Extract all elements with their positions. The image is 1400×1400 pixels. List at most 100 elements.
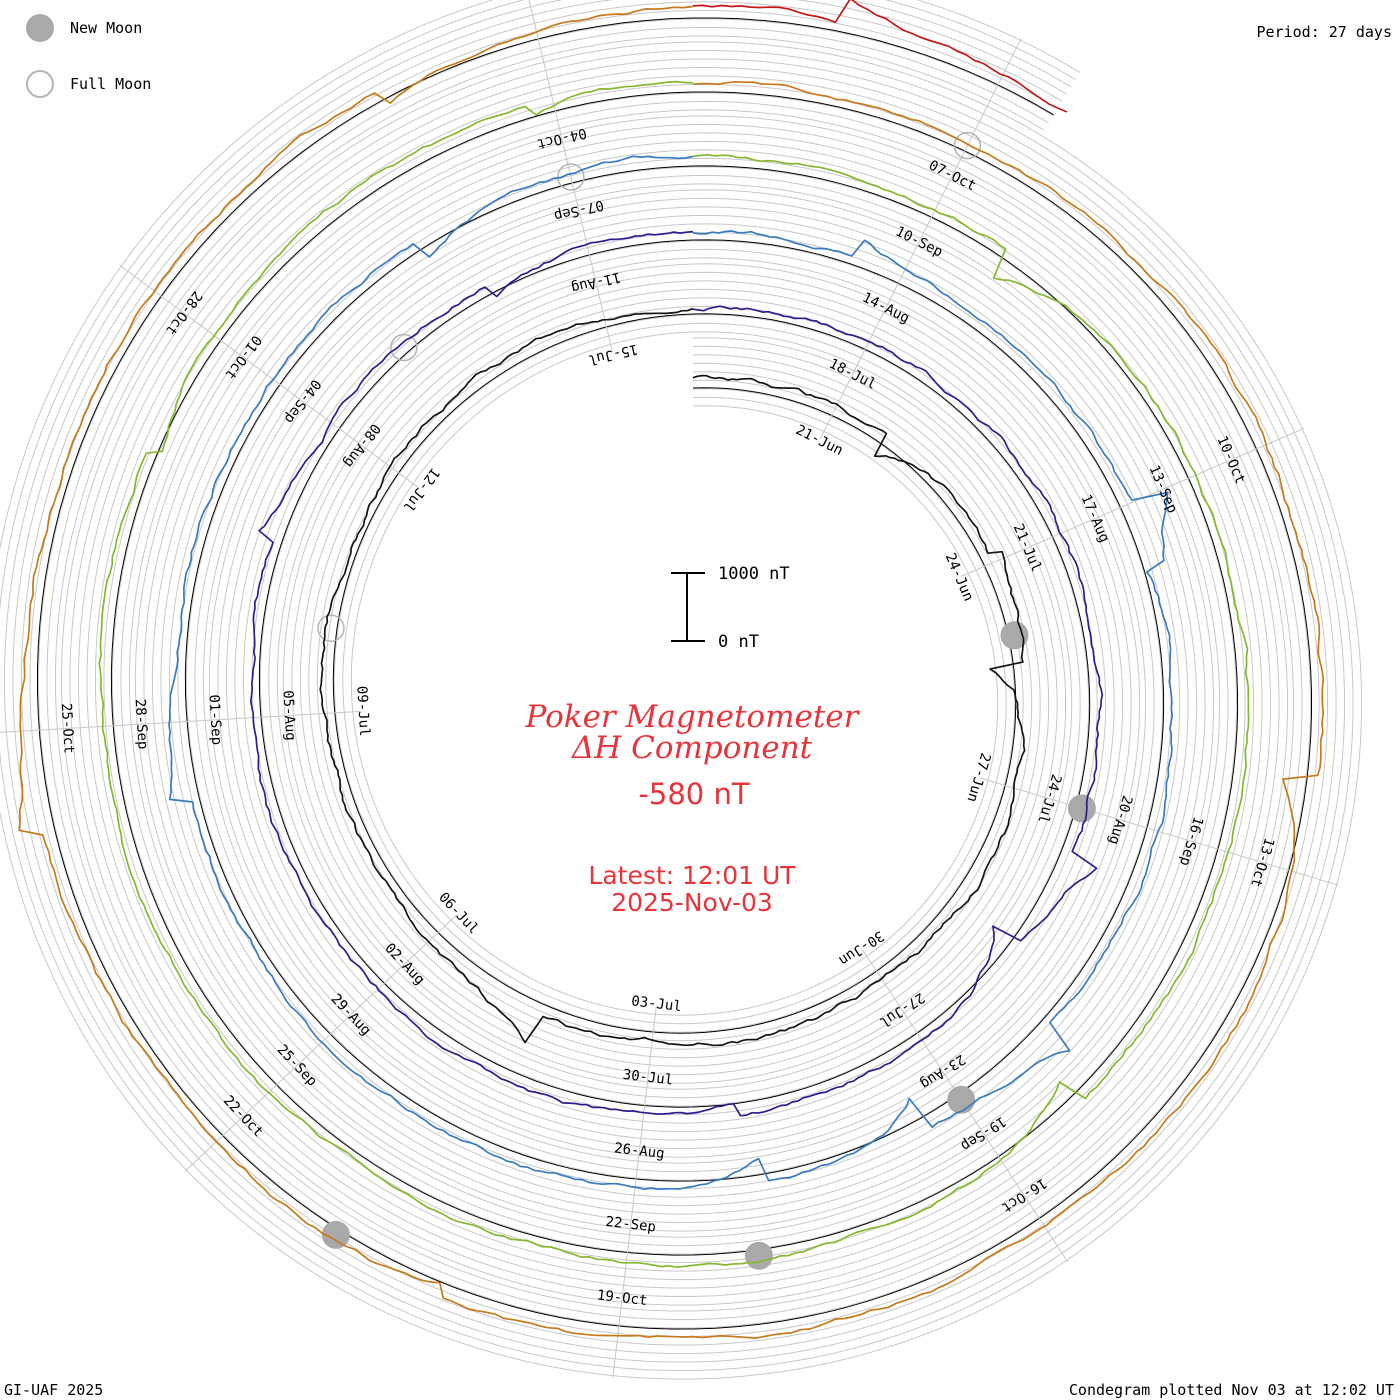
date-label: 14-Aug	[860, 290, 912, 327]
date-label: 26-Aug	[613, 1140, 665, 1162]
new-moon-icon	[26, 14, 54, 42]
new-moon-marker	[1067, 794, 1096, 823]
chart-title: Poker Magnetometer	[525, 699, 861, 735]
date-label: 09-Jul	[353, 685, 372, 736]
date-spoke	[594, 276, 613, 353]
baseline-spiral	[37, 17, 1312, 1330]
date-spoke	[356, 441, 420, 489]
title-block: Poker Magnetometer ΔH Component -580 nT …	[525, 699, 861, 917]
date-label: 28-Sep	[132, 698, 151, 749]
grid-ring	[0, 0, 1362, 1380]
date-spoke	[559, 132, 579, 209]
date-spoke	[1028, 515, 1101, 548]
date-label: 27-Jul	[876, 989, 927, 1030]
trace-segment	[168, 155, 1174, 1191]
period-label: Period: 27 days	[1256, 23, 1392, 41]
date-label: 30-Jun	[836, 927, 887, 968]
date-label: 19-Oct	[596, 1287, 648, 1309]
date-label: 21-Jun	[793, 422, 845, 459]
scale-top-label: 1000 nT	[718, 564, 790, 584]
date-spoke	[297, 397, 361, 445]
date-label: 30-Jul	[622, 1067, 674, 1089]
full-moon-icon	[26, 70, 54, 98]
chart-subtitle: ΔH Component	[571, 730, 813, 766]
date-spoke	[1121, 820, 1197, 844]
date-spoke	[902, 1011, 947, 1077]
date-label: 22-Sep	[605, 1214, 657, 1236]
date-label: 10-Sep	[893, 224, 945, 261]
date-spoke	[985, 38, 1022, 109]
date-label: 04-Oct	[535, 124, 588, 151]
grid-ring	[55, 35, 1294, 1312]
magnetometer-trace	[18, 0, 1325, 1339]
date-spoke	[960, 545, 1033, 577]
date-label: 01-Sep	[206, 694, 225, 745]
date-spoke	[1263, 862, 1339, 886]
trace-segment	[319, 307, 1026, 1047]
date-label: 05-Aug	[279, 690, 298, 741]
full-moon-marker	[953, 131, 982, 160]
trace-segment	[98, 80, 1250, 1269]
new-moon-marker	[321, 1220, 350, 1249]
date-label: 29-Aug	[328, 991, 374, 1039]
date-spoke	[819, 368, 856, 439]
grid-ring	[12, 0, 1337, 1354]
full-moon-marker	[317, 614, 345, 642]
date-label: 11-Aug	[569, 268, 622, 295]
date-spoke	[646, 1006, 657, 1084]
new-moon-marker	[744, 1241, 773, 1270]
date-spoke	[629, 1153, 640, 1231]
legend-new-moon-label: New Moon	[70, 19, 143, 37]
date-spoke	[528, 0, 545, 65]
date-label: 13-Sep	[1146, 463, 1181, 516]
trace-segment	[18, 5, 1325, 1339]
date-label: 18-Jul	[826, 356, 878, 393]
trace-segment	[692, 0, 1068, 113]
date-label: 02-Aug	[381, 940, 427, 988]
date-spoke	[1024, 1196, 1069, 1263]
current-value: -580 nT	[638, 777, 749, 811]
date-spoke	[292, 1015, 350, 1071]
date-spoke	[638, 1079, 649, 1158]
date-spoke	[576, 204, 596, 281]
date-label: 15-Jul	[586, 340, 639, 367]
date-spoke	[61, 723, 140, 730]
footer-credit: GI-UAF 2025	[4, 1381, 104, 1399]
footer-plot-time: Condegram plotted Nov 03 at 12:02 UT	[1068, 1381, 1394, 1399]
date-spoke	[1164, 457, 1237, 489]
full-moon-marker	[390, 333, 418, 362]
date-spoke	[542, 60, 562, 137]
scale-bar: 1000 nT 0 nT	[671, 564, 790, 652]
date-spoke	[184, 1117, 242, 1172]
date-label: 17-Aug	[1078, 492, 1113, 545]
date-label: 25-Sep	[274, 1042, 320, 1090]
date-spoke	[282, 710, 361, 717]
date-spoke	[0, 728, 66, 733]
new-moon-marker	[1000, 621, 1029, 650]
date-spoke	[1192, 841, 1268, 865]
date-spoke	[852, 302, 889, 373]
date-spoke	[952, 104, 989, 175]
date-spoke	[980, 777, 1056, 801]
date-spoke	[237, 352, 301, 401]
date-spoke	[861, 949, 906, 1015]
date-label: 07-Oct	[926, 157, 978, 194]
date-spoke	[178, 308, 242, 357]
date-spoke	[886, 236, 923, 307]
grid-ring	[38, 18, 1311, 1329]
grid-ring	[46, 27, 1303, 1320]
scale-bottom-label: 0 nT	[718, 632, 759, 652]
date-spoke	[1096, 486, 1169, 519]
date-label: 06-Jul	[435, 890, 481, 938]
date-spoke	[119, 264, 183, 313]
date-label: 07-Sep	[552, 196, 605, 223]
legend-full-moon-label: Full Moon	[70, 75, 152, 93]
latest-time: Latest: 12:01 UT	[588, 861, 796, 890]
date-spoke	[612, 1300, 623, 1378]
new-moon-marker	[947, 1085, 976, 1114]
date-spoke	[983, 1134, 1028, 1201]
grid-ring	[21, 1, 1328, 1346]
date-spoke	[208, 715, 287, 721]
date-spoke	[135, 719, 214, 725]
